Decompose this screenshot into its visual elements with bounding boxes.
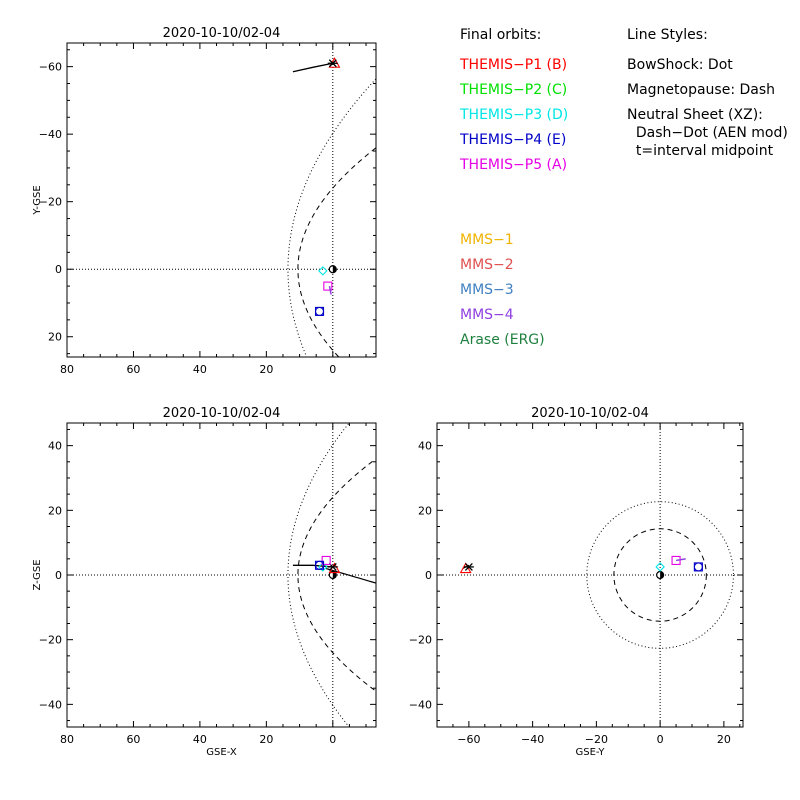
plot-frame [66,42,377,358]
x-axis-label: GSE-X [206,747,237,758]
spacecraft-diamond [318,562,328,572]
x-tick-label: 0 [657,733,664,746]
panel-title: 2020-10-10/02-04 [163,26,281,41]
x-tick-label: 40 [193,733,207,746]
x-axis-label: GSE-Y [576,747,606,758]
line-style-bowshock: BowShock: Dot [627,57,733,73]
final-orbits-title: Final orbits: [460,27,542,43]
plot-area [67,423,376,727]
plot-area [67,43,376,357]
legend-themis-p5: THEMIS−P5 (A) [460,157,568,173]
spacecraft-star [328,59,337,68]
spacecraft-star [464,562,473,571]
y-axis-label: Z-GSE [32,559,43,590]
earth-night-side [332,265,337,273]
x-tick-label: 20 [259,733,273,746]
bowshock-curve [586,501,734,649]
y-tick-label: 20 [48,504,62,517]
y-tick-label: −40 [409,698,432,711]
x-tick-label: 20 [717,733,731,746]
y-tick-label: 20 [418,504,432,517]
legend-themis-p1: THEMIS−P1 (B) [460,57,568,73]
x-tick-label: 0 [329,363,336,376]
spacecraft-diamond [655,562,665,572]
legend-themis-p4: THEMIS−P4 (E) [460,132,567,148]
plot-area [437,423,743,727]
legend-mms-1: MMS−1 [460,232,514,248]
themis-p5-marker [321,555,331,565]
bowshock-curve [287,423,350,727]
legend-mms-3: MMS−3 [460,282,514,298]
mms4-track [328,285,332,295]
earth-night-side [660,571,664,579]
line-styles-title: Line Styles: [627,27,708,43]
y-tick-label: −60 [39,61,62,74]
themis-p4-circle [693,562,703,572]
x-tick-label: −20 [585,733,608,746]
y-tick-label: 0 [425,569,432,582]
x-tick-label: −40 [521,733,544,746]
spacecraft-star [328,562,337,571]
x-tick-label: 0 [329,733,336,746]
spacecraft-diamond [318,266,328,276]
y-tick-label: 20 [48,331,62,344]
magnetopause-curve [613,528,707,622]
x-tick-label: 80 [60,363,74,376]
panel-title: 2020-10-10/02-04 [163,406,281,421]
line-style-midpoint: t=interval midpoint [627,143,774,159]
y-axis-label: Y-GSE [32,185,43,215]
legend-arase: Arase (ERG) [460,332,545,348]
themis-p4-circle [314,560,325,570]
line-style-neutral-sheet: Neutral Sheet (XZ): [627,107,763,123]
line-style-dash-dot: Dash−Dot (AEN mod) [627,125,788,141]
legend-mms-2: MMS−2 [460,257,514,273]
themis-p5-marker [323,281,333,291]
mms4-track [675,558,686,562]
x-tick-label: 40 [193,363,207,376]
orbit-track [292,62,333,73]
themis-p4-circle [314,306,325,316]
y-tick-label: 0 [55,569,62,582]
x-tick-label: 80 [60,733,74,746]
y-tick-label: −20 [409,634,432,647]
x-tick-label: −60 [457,733,480,746]
legend-themis-p2: THEMIS−P2 (C) [460,82,568,98]
panel-xz: 80 60 40 20 0 −40 −20 0 20 40 2020-10-10/02-04 GSE-… [32,406,377,758]
line-style-magnetopause: Magnetopause: Dash [627,82,776,98]
y-tick-label: 40 [48,440,62,453]
legend-themis-p3: THEMIS−P3 (D) [460,107,569,123]
panel-yz: −60 −40 −20 0 20 −40 −20 0 20 40 2020-10-10/02-04 G… [409,406,744,758]
earth-night-side [332,571,337,579]
y-tick-label: 40 [418,440,432,453]
x-tick-label: 60 [126,733,140,746]
x-tick-label: 60 [126,363,140,376]
y-tick-label: −20 [39,196,62,209]
y-tick-label: −20 [39,634,62,647]
panel-xy: 80 60 40 20 0 20 0 −20 −40 −60 2020-10-10/02-04 Y-G… [32,26,377,376]
bowshock-curve [287,78,376,357]
y-tick-label: −40 [39,698,62,711]
x-tick-label: 20 [259,363,273,376]
legend-mms-4: MMS−4 [460,307,514,323]
y-tick-label: −40 [39,128,62,141]
panel-title: 2020-10-10/02-04 [531,406,649,421]
neutral-sheet-curve [325,567,376,584]
y-tick-label: 0 [55,263,62,276]
